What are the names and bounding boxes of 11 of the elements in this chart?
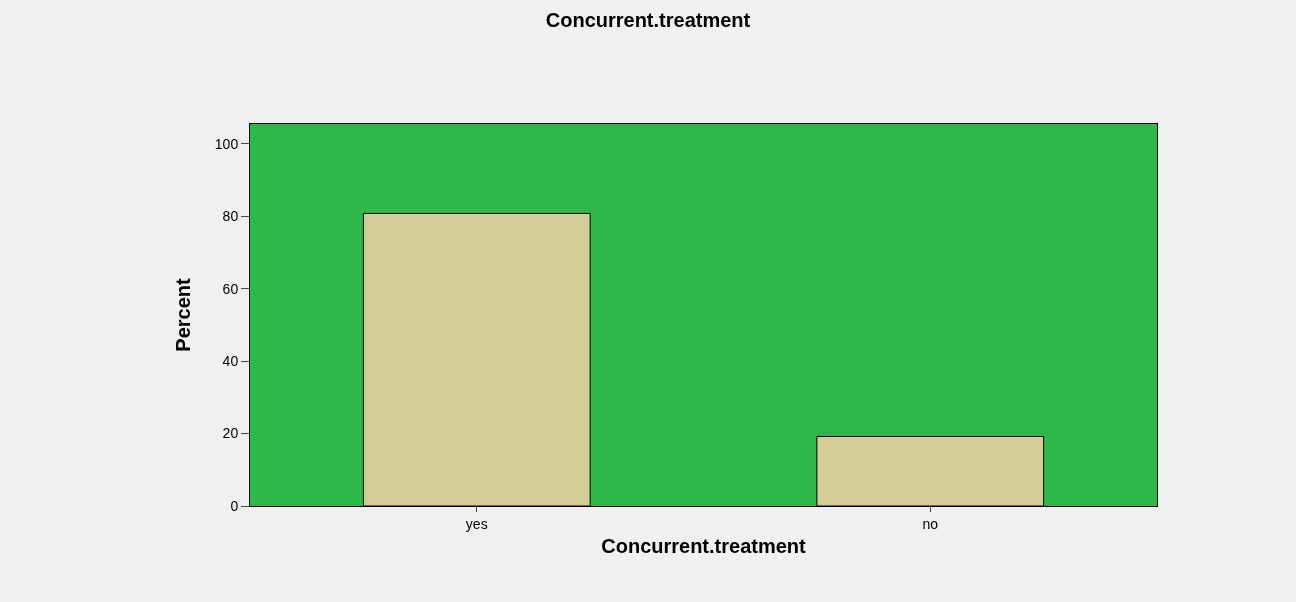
x-axis-title: Concurrent.treatment <box>601 535 807 558</box>
x-tick-label: yes <box>465 515 488 532</box>
y-tick-label: 20 <box>222 425 239 442</box>
x-tick-label: no <box>922 515 939 532</box>
y-axis-title: Percent <box>172 277 195 352</box>
y-tick-label: 80 <box>222 208 239 225</box>
y-tick-label: 40 <box>222 353 239 370</box>
y-tick-label: 60 <box>222 280 239 297</box>
y-tick-label: 100 <box>214 135 239 152</box>
y-tick-label: 0 <box>230 497 239 514</box>
chart-title: Concurrent.treatment <box>545 9 751 31</box>
